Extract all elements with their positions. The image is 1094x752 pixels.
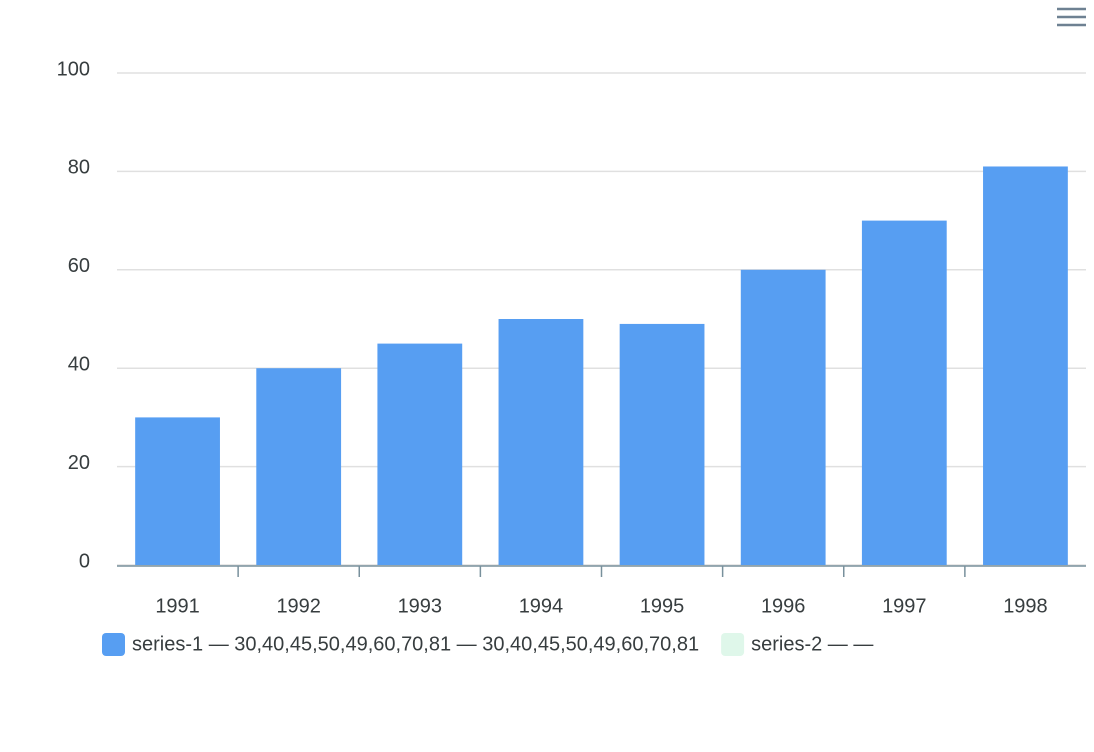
y-tick-label: 100	[57, 58, 90, 80]
y-tick-label: 0	[79, 550, 90, 572]
y-tick-label: 60	[68, 255, 90, 277]
bar	[377, 343, 463, 565]
bar	[498, 319, 584, 565]
x-tick-label: 1996	[761, 595, 806, 617]
x-tick-label: 1997	[882, 595, 927, 617]
x-tick-label: 1994	[519, 595, 564, 617]
bar	[861, 220, 947, 565]
bar	[983, 166, 1068, 566]
bar	[256, 368, 342, 565]
x-tick-label: 1995	[640, 595, 685, 617]
x-tick-label: 1992	[276, 595, 321, 617]
legend-marker[interactable]	[102, 633, 125, 656]
menu-icon[interactable]	[1057, 7, 1086, 27]
legend-label[interactable]: series-2 — —	[751, 633, 873, 655]
legend-label[interactable]: series-1 — 30,40,45,50,49,60,70,81 — 30,…	[132, 633, 699, 655]
legend-marker[interactable]	[721, 633, 745, 656]
bar	[740, 269, 826, 565]
bar	[135, 417, 220, 565]
y-tick-label: 40	[68, 353, 90, 375]
x-tick-label: 1991	[155, 595, 200, 617]
x-tick-label: 1993	[398, 595, 443, 617]
x-tick-label: 1998	[1003, 595, 1048, 617]
bar	[619, 323, 705, 565]
y-tick-label: 80	[68, 157, 90, 179]
y-tick-label: 20	[68, 452, 90, 474]
